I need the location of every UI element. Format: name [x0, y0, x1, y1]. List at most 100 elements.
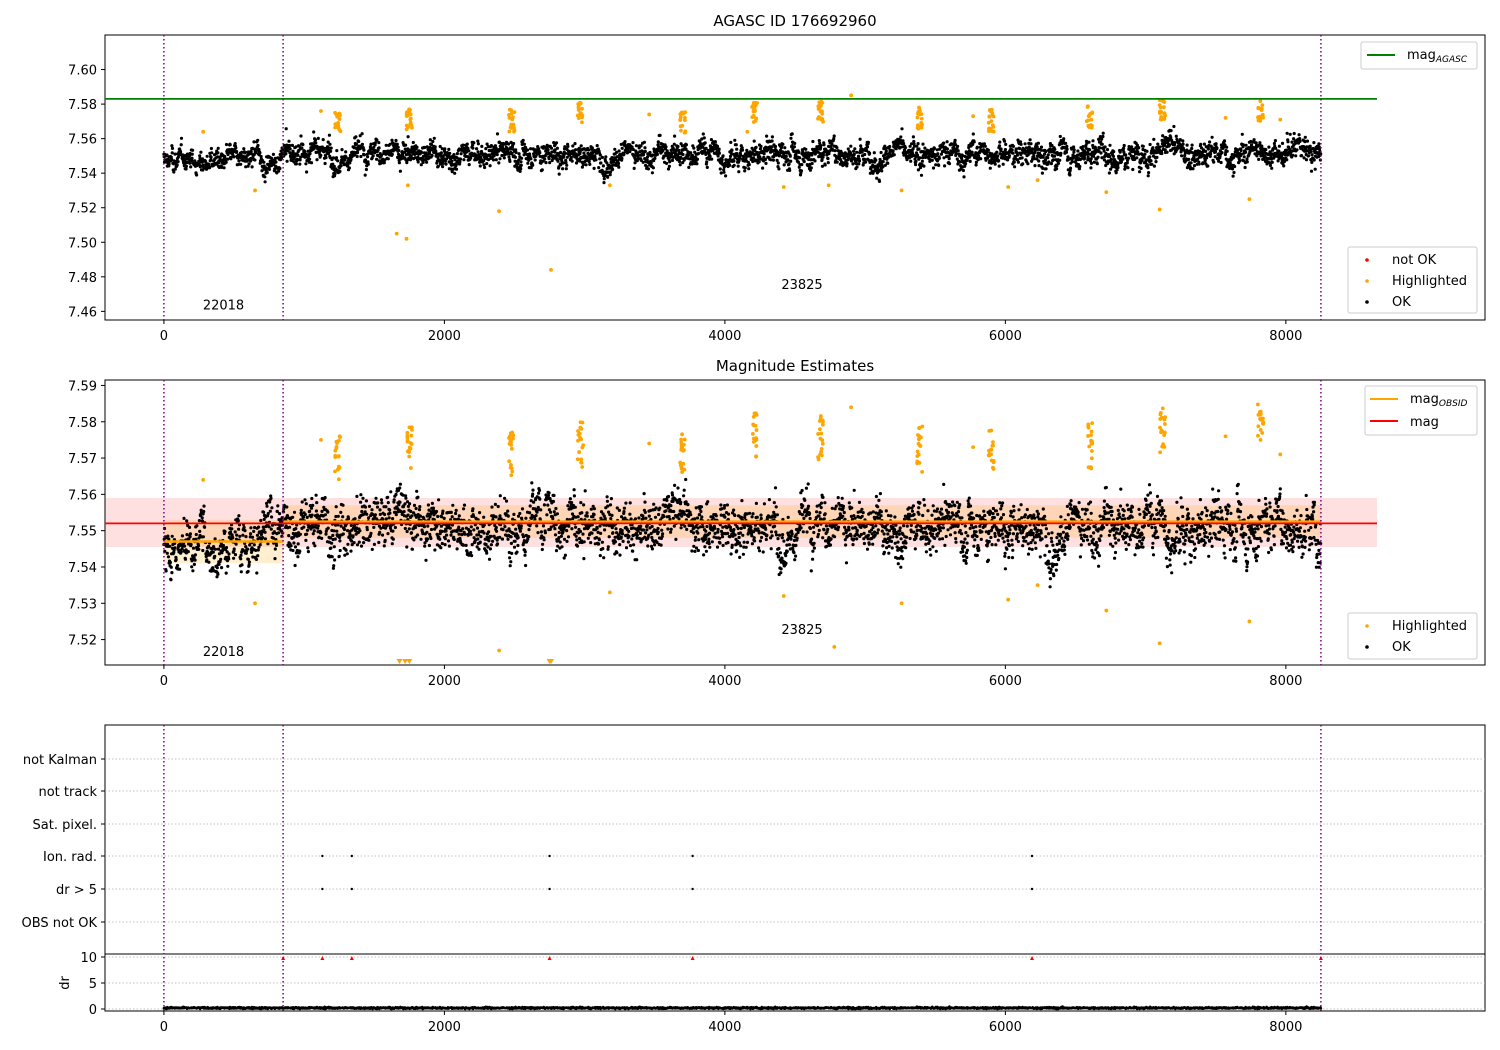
highlighted-point: [920, 424, 925, 429]
y-tick-label: 7.58: [68, 98, 97, 113]
highlighted-point: [1256, 424, 1261, 429]
highlighted-point: [916, 111, 920, 116]
highlighted-point: [987, 127, 991, 132]
highlighted-point: [753, 423, 758, 428]
flag-point: [691, 887, 694, 891]
highlighted-point: [1090, 449, 1094, 453]
flag-point: [350, 887, 354, 891]
flag-point: [321, 854, 324, 858]
legend-lines: magOBSID mag: [1364, 385, 1478, 436]
y-axis-agasc: 7.46 7.48 7.50 7.52 7.54 7.56 7.58 7.60: [68, 64, 105, 320]
highlighted-point: [991, 114, 996, 119]
highlighted-point: [1247, 619, 1252, 624]
dr-tick-label: 10: [80, 951, 97, 966]
highlighted-point: [683, 130, 688, 135]
highlighted-point: [1159, 415, 1164, 420]
highlighted-point: [781, 185, 786, 189]
highlighted-point: [336, 464, 341, 469]
legend-status: Highlighted OK: [1347, 612, 1478, 660]
highlighted-point: [510, 125, 515, 130]
highlighted-point: [821, 119, 825, 124]
highlighted-point: [1104, 608, 1109, 613]
highlighted-point: [404, 123, 409, 128]
highlighted-point: [576, 116, 581, 121]
x-tick-label: 0: [160, 674, 168, 689]
highlighted-point: [576, 429, 580, 433]
highlighted-point: [647, 441, 652, 446]
highlighted-point: [578, 420, 583, 425]
legend-box: [1347, 246, 1478, 314]
highlighted-point: [1258, 99, 1263, 104]
y-tick-label: 7.48: [68, 271, 97, 286]
x-axis-flags: 0 2000 4000 6000 8000: [160, 1011, 1302, 1035]
highlighted-point: [507, 129, 512, 134]
highlighted-point: [1163, 422, 1167, 426]
highlighted-point: [832, 644, 837, 649]
highlighted-point: [334, 439, 339, 444]
highlighted-point: [509, 463, 513, 467]
highlighted-point: [408, 117, 413, 122]
highlighted-point: [1085, 104, 1090, 109]
highlighted-point: [1089, 117, 1094, 122]
plot-area-estimates: [105, 380, 1378, 665]
highlighted-point: [1162, 105, 1166, 110]
highlighted-point: [394, 231, 399, 236]
highlighted-point: [510, 446, 514, 451]
legend-marker-ok: [1365, 300, 1369, 304]
highlighted-point: [334, 454, 339, 459]
highlighted-point: [820, 438, 825, 443]
highlighted-point: [817, 106, 822, 110]
highlighted-point: [1104, 190, 1109, 195]
highlighted-point: [991, 467, 996, 471]
y-tick-label: 7.52: [68, 634, 97, 649]
highlighted-point: [407, 107, 411, 112]
highlighted-point: [201, 129, 206, 134]
highlighted-point: [987, 428, 992, 433]
x-tick-label: 0: [160, 1020, 168, 1035]
highlighted-point: [679, 437, 684, 442]
highlighted-point: [579, 457, 584, 462]
highlighted-point: [752, 439, 757, 443]
highlighted-point: [509, 466, 514, 471]
highlighted-point: [819, 453, 824, 458]
x-tick-label: 4000: [708, 329, 741, 344]
flag-row-labels: not Kalman not track Sat. pixel. Ion. rad. d…: [22, 753, 105, 1018]
legend-marker-highlighted: [1365, 279, 1369, 283]
highlighted-point: [751, 113, 756, 118]
highlighted-point: [1162, 116, 1167, 120]
highlighted-point: [1257, 410, 1262, 414]
highlighted-point: [919, 116, 924, 121]
highlighted-point: [1158, 425, 1162, 430]
highlighted-point: [1160, 406, 1165, 411]
highlighted-point: [1258, 427, 1263, 432]
highlighted-point: [1157, 207, 1162, 212]
y-tick-label: 7.56: [68, 488, 97, 503]
highlighted-point: [1006, 185, 1011, 189]
obsid-label: 22018: [203, 299, 244, 314]
flag-point: [1030, 854, 1034, 858]
highlighted-point: [750, 431, 755, 436]
highlighted-point: [607, 590, 612, 595]
x-tick-label: 6000: [989, 1020, 1022, 1035]
highlighted-point: [819, 431, 824, 436]
obsid-annotations: 22018 23825: [203, 623, 823, 660]
highlighted-point: [820, 422, 825, 427]
highlighted-point: [576, 103, 581, 108]
dr-clipped-marker: [690, 956, 695, 960]
flag-row-label: Ion. rad.: [43, 850, 97, 865]
highlighted-point: [917, 105, 921, 110]
y-tick-label: 7.46: [68, 305, 97, 320]
highlighted-point: [919, 112, 924, 117]
highlighted-point: [1278, 117, 1283, 122]
highlighted-point: [338, 129, 343, 134]
x-tick-label: 2000: [428, 329, 461, 344]
obsid-label: 23825: [781, 623, 822, 638]
dr-tick-label: 0: [89, 1003, 97, 1018]
y-tick-label: 7.54: [68, 167, 97, 182]
highlighted-point: [679, 440, 684, 445]
legend-marker-ok: [1365, 645, 1369, 649]
highlighted-point: [754, 116, 759, 121]
highlighted-point: [580, 465, 585, 469]
highlighted-point: [511, 115, 515, 120]
highlighted-point: [1223, 434, 1228, 439]
